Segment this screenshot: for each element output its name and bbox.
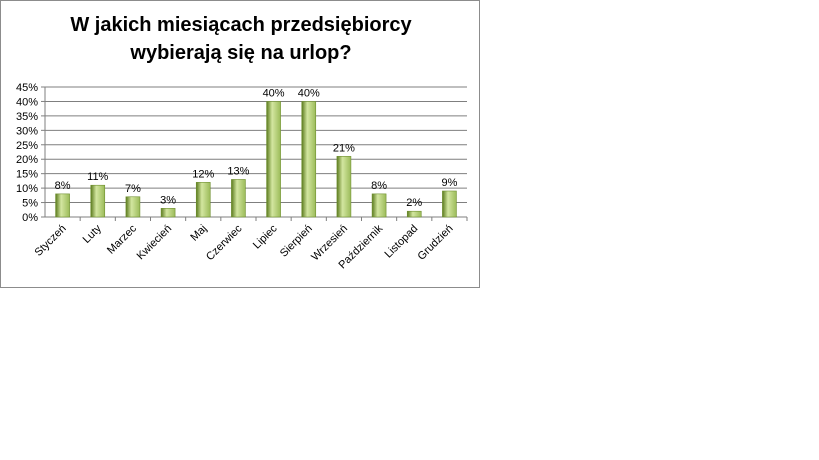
bar xyxy=(160,208,176,218)
bar xyxy=(55,193,70,218)
bars xyxy=(55,101,457,218)
bar xyxy=(195,182,211,218)
bar xyxy=(336,156,352,218)
chart-title: W jakich miesiącach przedsiębiorcy wybie… xyxy=(1,11,481,67)
x-tick-label: Styczeń xyxy=(33,223,69,259)
y-tick-label: 30% xyxy=(16,125,38,137)
chart-title-line-2: wybierają się na urlop? xyxy=(130,42,352,64)
y-tick-label: 40% xyxy=(16,96,38,108)
data-label: 12% xyxy=(192,168,214,180)
x-tick-label: Luty xyxy=(81,222,105,246)
x-tick-label: Marzec xyxy=(105,222,139,256)
x-tick-label: Maj xyxy=(188,223,209,244)
y-tick-label: 25% xyxy=(16,140,38,152)
y-tick-label: 35% xyxy=(16,111,38,123)
chart-title-line-1: W jakich miesiącach przedsiębiorcy xyxy=(70,14,412,36)
bar-chart: 0% 5% 10% 15% 20% 25% 30% 35% 40% 45% 8% Styczeń 11%… xyxy=(16,82,468,271)
bar xyxy=(371,193,387,218)
data-label: 21% xyxy=(333,142,355,154)
y-tick-label: 5% xyxy=(22,198,38,210)
bar xyxy=(231,179,246,218)
x-tick-label: Czerwiec xyxy=(204,222,245,263)
bar xyxy=(125,196,141,218)
x-tick-label: Lipiec xyxy=(251,222,280,251)
bar xyxy=(301,101,317,218)
y-tick-label: 20% xyxy=(16,154,38,166)
data-label: 40% xyxy=(263,87,285,99)
data-label: 13% xyxy=(227,165,249,177)
data-label: 11% xyxy=(87,171,108,183)
y-tick-label: 45% xyxy=(16,82,38,94)
chart-frame: W jakich miesiącach przedsiębiorcy wybie… xyxy=(0,0,480,288)
x-tick-label: Kwiecień xyxy=(135,223,175,263)
bar xyxy=(90,184,106,218)
data-label: 7% xyxy=(125,183,141,195)
bar xyxy=(266,101,281,218)
data-label: 2% xyxy=(406,197,422,209)
data-label: 8% xyxy=(371,180,387,192)
data-label: 9% xyxy=(441,177,457,189)
data-label: 40% xyxy=(298,87,320,99)
data-label: 3% xyxy=(160,194,176,206)
axes xyxy=(41,86,468,221)
x-tick-label: Grudzień xyxy=(415,223,455,263)
data-label: 8% xyxy=(55,180,71,192)
gridlines xyxy=(45,86,467,204)
y-tick-label: 10% xyxy=(16,183,38,195)
y-tick-label: 15% xyxy=(16,169,38,181)
labels: 0% 5% 10% 15% 20% 25% 30% 35% 40% 45% 8% Styczeń 11%… xyxy=(16,82,458,271)
bar xyxy=(442,190,457,218)
x-tick-label: Listopad xyxy=(382,223,420,261)
y-tick-label: 0% xyxy=(22,212,38,224)
bar xyxy=(406,210,422,218)
